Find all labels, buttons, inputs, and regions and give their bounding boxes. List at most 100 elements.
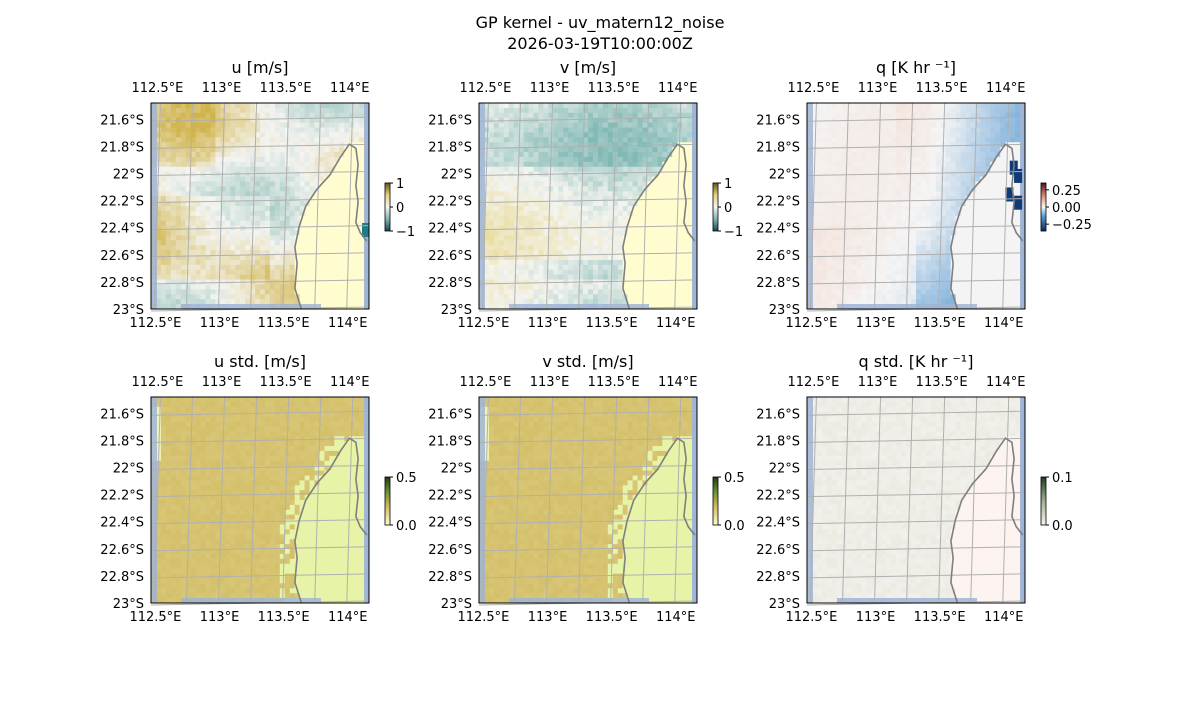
heatmap-cell — [529, 142, 534, 147]
heatmap-cell — [534, 147, 539, 152]
heatmap-cell — [608, 167, 613, 172]
heatmap-cell — [921, 108, 926, 113]
y-tick-label: 21.8°S — [428, 140, 472, 155]
heatmap-cell — [489, 157, 494, 162]
heatmap-cell — [235, 181, 240, 186]
heatmap-cell — [588, 299, 593, 304]
heatmap-cell — [529, 211, 534, 216]
heatmap-cell — [305, 221, 310, 226]
heatmap-cell — [504, 167, 509, 172]
heatmap-cell — [161, 157, 166, 162]
heatmap-cell — [275, 216, 280, 221]
heatmap-cell — [543, 196, 548, 201]
heatmap-cell — [245, 265, 250, 270]
heatmap-cell — [524, 196, 529, 201]
heatmap-cell — [171, 226, 176, 231]
heatmap-cell — [871, 196, 876, 201]
heatmap-cell — [206, 284, 211, 289]
heatmap-cell — [290, 201, 295, 206]
heatmap-cell — [504, 177, 509, 182]
heatmap-cell — [857, 132, 862, 137]
heatmap-cell — [827, 113, 832, 118]
heatmap-cell — [966, 221, 971, 226]
heatmap-cell — [215, 132, 220, 137]
heatmap-cell — [538, 152, 543, 157]
heatmap-cell — [538, 177, 543, 182]
heatmap-cell — [628, 147, 633, 152]
heatmap-cell — [329, 118, 334, 123]
heatmap-cell — [931, 108, 936, 113]
heatmap-cell — [191, 206, 196, 211]
heatmap-cell — [215, 284, 220, 289]
heatmap-cell — [906, 103, 911, 108]
heatmap-cell — [817, 196, 822, 201]
heatmap-cell — [534, 181, 539, 186]
heatmap-cell — [310, 177, 315, 182]
heatmap-cell — [563, 206, 568, 211]
heatmap-cell — [181, 280, 186, 285]
heatmap-cell — [662, 255, 667, 260]
heatmap-cell — [817, 167, 822, 172]
heatmap-cell — [837, 157, 842, 162]
heatmap-cell — [534, 186, 539, 191]
heatmap-cell — [290, 123, 295, 128]
heatmap-cell — [980, 211, 985, 216]
heatmap-cell — [334, 103, 339, 108]
heatmap-cell — [966, 113, 971, 118]
heatmap-cell — [499, 240, 504, 245]
heatmap-cell — [956, 186, 961, 191]
heatmap-cell — [230, 201, 235, 206]
heatmap-cell — [832, 123, 837, 128]
heatmap-cell — [837, 137, 842, 142]
heatmap-cell — [677, 289, 682, 294]
heatmap-cell — [931, 201, 936, 206]
heatmap-cell — [295, 132, 300, 137]
heatmap-cell — [245, 103, 250, 108]
heatmap-cell — [598, 231, 603, 236]
heatmap-cell — [295, 147, 300, 152]
x-tick-label-top: 114°E — [330, 81, 370, 96]
colorbar-tick-label: 1 — [396, 177, 404, 192]
heatmap-cell — [837, 113, 842, 118]
heatmap-cell — [543, 162, 548, 167]
heatmap-cell — [931, 167, 936, 172]
heatmap-cell — [250, 132, 255, 137]
heatmap-cell — [687, 103, 692, 108]
heatmap-cell — [504, 196, 509, 201]
heatmap-cell — [270, 186, 275, 191]
heatmap-cell — [290, 186, 295, 191]
heatmap-cell — [886, 191, 891, 196]
heatmap-cell — [871, 123, 876, 128]
heatmap-cell — [494, 275, 499, 280]
heatmap-cell — [504, 142, 509, 147]
heatmap-cell — [359, 186, 364, 191]
heatmap-cell — [534, 275, 539, 280]
heatmap-cell — [171, 137, 176, 142]
heatmap-cell — [290, 289, 295, 294]
heatmap-cell — [822, 186, 827, 191]
heatmap-cell — [852, 128, 857, 133]
heatmap-cell — [936, 221, 941, 226]
heatmap-cell — [871, 113, 876, 118]
heatmap-cell — [534, 245, 539, 250]
heatmap-cell — [265, 103, 270, 108]
heatmap-cell — [995, 118, 1000, 123]
heatmap-cell — [583, 226, 588, 231]
heatmap-cell — [583, 211, 588, 216]
heatmap-cell — [682, 270, 687, 275]
heatmap-cell — [956, 162, 961, 167]
heatmap-cell — [265, 260, 270, 265]
heatmap-cell — [598, 289, 603, 294]
heatmap-cell — [310, 270, 315, 275]
heatmap-cell — [250, 103, 255, 108]
heatmap-cell — [618, 270, 623, 275]
heatmap-cell — [255, 255, 260, 260]
heatmap-cell — [975, 201, 980, 206]
heatmap-cell — [618, 265, 623, 270]
heatmap-cell — [489, 284, 494, 289]
heatmap-cell — [265, 181, 270, 186]
heatmap-cell — [687, 172, 692, 177]
heatmap-cell — [509, 216, 514, 221]
heatmap-cell — [270, 275, 275, 280]
